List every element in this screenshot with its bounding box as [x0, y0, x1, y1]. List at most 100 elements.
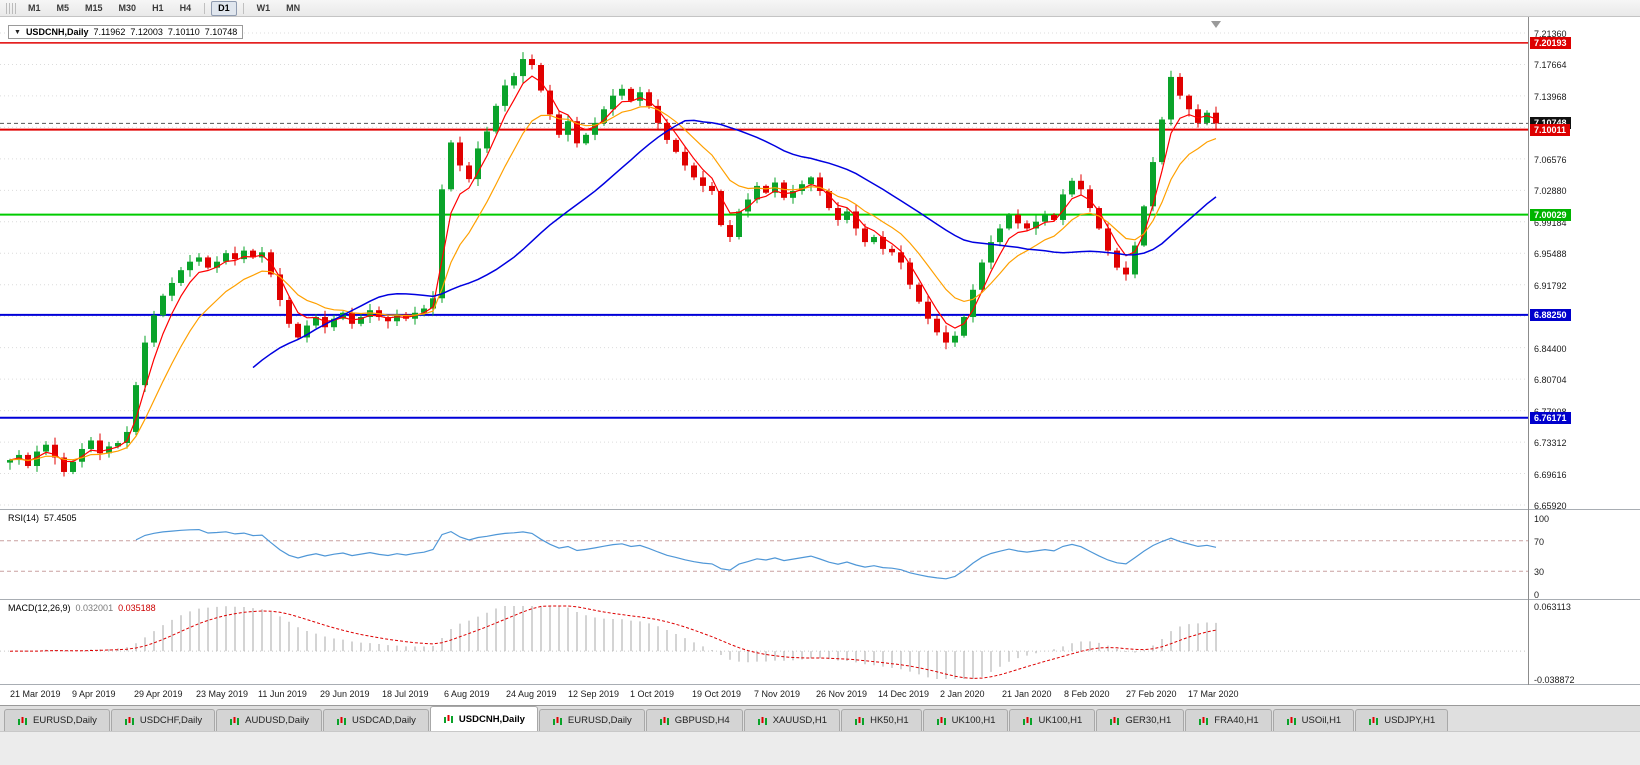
chart-tab-icon: [1023, 716, 1033, 725]
date-axis-label: 21 Mar 2019: [10, 689, 61, 699]
timeframe-button-mn[interactable]: MN: [286, 2, 301, 13]
panel-divider-rsi[interactable]: [0, 509, 1640, 510]
date-axis-label: 7 Nov 2019: [754, 689, 801, 699]
timeframe-button-m15[interactable]: M15: [85, 2, 103, 13]
price-axis-label: 6.65920: [1534, 501, 1567, 511]
toolbar-separator: [204, 2, 206, 14]
symbol-name: USDCNH,Daily: [25, 27, 89, 37]
date-axis-label: 26 Nov 2019: [816, 689, 868, 699]
chart-shift-marker[interactable]: [1211, 21, 1221, 28]
macd-indicator-label: MACD(12,26,9) 0.032001 0.035188: [8, 603, 156, 613]
price-axis-label: 6.69616: [1534, 469, 1567, 480]
timeframe-buttons: M1 M5 M15 M30 H1 H4 D1 W1 MN: [20, 0, 308, 16]
timeframe-toolbar: M1 M5 M15 M30 H1 H4 D1 W1 MN: [0, 0, 1640, 17]
price-axis-label: 7.06576: [1534, 154, 1567, 165]
chart-tab-label: AUDUSD,Daily: [245, 715, 310, 726]
date-axis-divider: [0, 684, 1640, 685]
chart-tab-icon: [757, 716, 767, 725]
rsi-indicator-panel[interactable]: [0, 510, 1528, 600]
price-axis-label: 7.02880: [1534, 186, 1567, 197]
open-price: 7.11962: [93, 27, 126, 37]
chart-tab-gbpusd-h4[interactable]: GBPUSD,H4: [645, 709, 743, 731]
symbol-dropdown-icon[interactable]: ▼: [14, 28, 21, 36]
timeframe-button-m30[interactable]: M30: [118, 2, 137, 13]
timeframe-button-w1[interactable]: W1: [256, 2, 271, 13]
chart-tab-label: HK50,H1: [870, 715, 909, 726]
chart-tab-icon: [936, 716, 946, 725]
candles: [7, 52, 1219, 477]
chart-tab-label: EURUSD,Daily: [33, 715, 97, 726]
chart-tab-icon: [1199, 716, 1209, 725]
macd-signal-value: 0.035188: [118, 603, 156, 613]
macd-main-value: 0.032001: [75, 603, 114, 613]
chart-tab-uk100-h1[interactable]: UK100,H1: [1009, 709, 1096, 731]
chart-tab-hk50-h1[interactable]: HK50,H1: [841, 709, 922, 731]
timeframe-button-d1[interactable]: D1: [211, 0, 237, 16]
chart-tab-icon: [1286, 716, 1296, 725]
timeframe-button-m1[interactable]: M1: [28, 2, 41, 13]
chart-tab-label: USDCAD,Daily: [352, 715, 416, 726]
rsi-axis-label: 30: [1534, 567, 1545, 578]
price-axis-label: 7.21360: [1534, 29, 1567, 39]
chart-tab-icon: [855, 716, 865, 725]
chart-tab-label: USDJPY,H1: [1384, 715, 1436, 726]
chart-tab-usdjpy-h1[interactable]: USDJPY,H1: [1355, 709, 1449, 731]
chart-tab-eurusd-daily[interactable]: EURUSD,Daily: [4, 709, 110, 731]
chart-ohlc-header: ▼ USDCNH,Daily 7.11962 7.12003 7.10110 7…: [8, 25, 244, 39]
chart-tab-icon: [1110, 716, 1120, 725]
chart-tab-label: UK100,H1: [951, 715, 996, 726]
price-axis-label: 7.13968: [1534, 91, 1567, 102]
date-axis-label: 9 Apr 2019: [72, 689, 116, 699]
chart-tab-icon: [337, 716, 347, 725]
date-axis-label: 27 Feb 2020: [1126, 689, 1177, 699]
macd-name: MACD(12,26,9): [8, 603, 71, 613]
macd-indicator-panel[interactable]: [0, 600, 1528, 685]
chart-tab-icon: [230, 716, 240, 725]
chart-tab-usdcad-daily[interactable]: USDCAD,Daily: [323, 709, 429, 731]
date-axis-label: 8 Feb 2020: [1064, 689, 1110, 699]
price-axis-label: 6.91792: [1534, 280, 1567, 291]
chart-tab-eurusd-daily[interactable]: EURUSD,Daily: [538, 709, 645, 731]
price-axis-label: 6.77008: [1534, 407, 1567, 417]
date-axis-label: 18 Jul 2019: [382, 689, 429, 699]
chart-tab-icon: [659, 716, 669, 725]
date-axis-label: 17 Mar 2020: [1188, 689, 1239, 699]
price-level-badge: 7.00029: [1530, 208, 1571, 221]
main-price-chart[interactable]: [0, 17, 1528, 510]
chart-tab-xauusd-h1[interactable]: XAUUSD,H1: [743, 709, 841, 731]
date-axis-label: 11 Jun 2019: [258, 689, 307, 699]
price-scale-divider: [1528, 17, 1529, 685]
low-price: 7.10110: [167, 27, 200, 37]
chart-tab-audusd-daily[interactable]: AUDUSD,Daily: [216, 709, 323, 731]
panel-divider-macd[interactable]: [0, 599, 1640, 600]
chart-tab-ger30-h1[interactable]: GER30,H1: [1096, 709, 1185, 731]
rsi-value: 57.4505: [44, 513, 77, 523]
price-axis-label: 6.95488: [1534, 249, 1567, 260]
chart-window: ▼ USDCNH,Daily 7.11962 7.12003 7.10110 7…: [0, 17, 1640, 705]
rsi-axis-label: 0: [1534, 590, 1540, 600]
chart-tab-usdchf-daily[interactable]: USDCHF,Daily: [110, 709, 216, 731]
rsi-axis-label: 100: [1534, 514, 1550, 524]
price-level-badge: 7.20193: [1530, 36, 1571, 49]
toolbar-grip-icon[interactable]: [6, 2, 16, 14]
chart-tab-icon: [552, 716, 562, 725]
close-price: 7.10748: [204, 27, 238, 37]
chart-tab-usdcnh-daily[interactable]: USDCNH,Daily: [429, 706, 538, 731]
macd-axis-label: 0.063113: [1534, 602, 1571, 612]
date-axis-label: 2 Jan 2020: [940, 689, 985, 699]
chart-tab-fra40-h1[interactable]: FRA40,H1: [1185, 709, 1272, 731]
chart-tab-usoil-h1[interactable]: USOil,H1: [1272, 709, 1355, 731]
chart-tab-label: GER30,H1: [1125, 715, 1172, 726]
date-axis-label: 23 May 2019: [196, 689, 249, 699]
date-axis-label: 6 Aug 2019: [444, 689, 490, 699]
timeframe-button-h1[interactable]: H1: [152, 2, 164, 13]
price-axis-label: 6.73312: [1534, 438, 1567, 449]
timeframe-button-m5[interactable]: M5: [56, 2, 70, 13]
timeframe-button-h4[interactable]: H4: [179, 2, 192, 13]
price-level-badge: 6.76171: [1530, 411, 1571, 424]
chart-tab-label: USDCHF,Daily: [139, 715, 203, 726]
price-axis-label: 6.84400: [1534, 343, 1567, 354]
price-level-badge: 6.88250: [1530, 308, 1571, 321]
date-axis-label: 29 Apr 2019: [134, 689, 183, 699]
chart-tab-uk100-h1[interactable]: UK100,H1: [922, 709, 1009, 731]
